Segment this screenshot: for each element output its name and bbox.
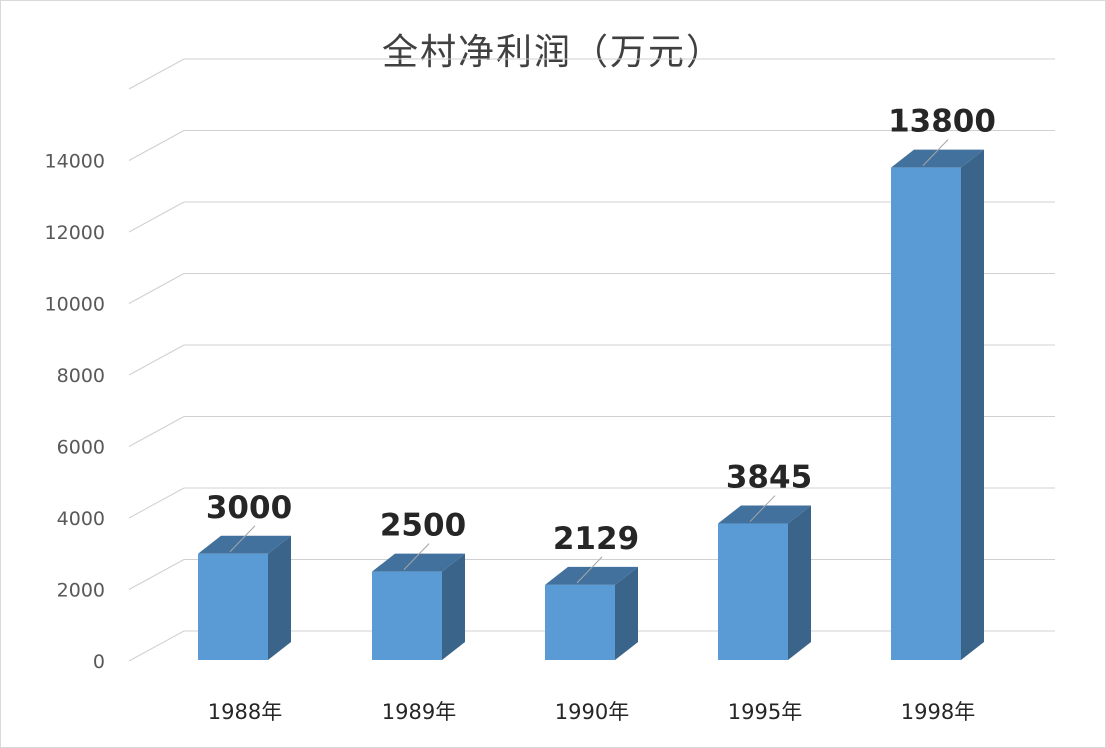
side-gridline xyxy=(128,273,185,304)
data-label: 2500 xyxy=(380,508,466,544)
side-gridline xyxy=(128,559,185,590)
y-tick-label: 14000 xyxy=(45,151,105,173)
bar xyxy=(891,167,961,660)
side-gridline xyxy=(128,416,185,447)
bar xyxy=(545,584,615,660)
x-tick-label: 1989年 xyxy=(382,700,456,724)
bar-top-face xyxy=(372,553,465,572)
data-label-leader xyxy=(229,525,256,553)
y-tick-label: 2000 xyxy=(57,580,105,602)
x-tick-label: 1988年 xyxy=(208,700,282,724)
data-label: 2129 xyxy=(553,521,639,557)
bar-side-face xyxy=(268,535,291,660)
bar-side-face xyxy=(961,149,984,660)
bar xyxy=(198,553,268,660)
y-tick-label: 0 xyxy=(93,651,105,673)
bar xyxy=(718,523,788,660)
data-label-leader xyxy=(922,139,949,166)
bar-top-face xyxy=(198,535,291,554)
side-gridline xyxy=(128,344,185,376)
data-label: 3845 xyxy=(726,460,812,496)
y-tick-label: 10000 xyxy=(45,294,105,316)
side-gridline xyxy=(128,201,185,233)
x-tick-label: 1990年 xyxy=(555,700,629,724)
data-label: 3000 xyxy=(206,490,292,526)
bar-side-face xyxy=(442,553,465,660)
data-label-leader xyxy=(403,543,430,570)
y-tick-label: 6000 xyxy=(57,437,105,459)
y-tick-label: 4000 xyxy=(57,508,105,530)
y-tick-label: 12000 xyxy=(45,222,105,244)
bar-side-face xyxy=(615,566,638,660)
bar-top-face xyxy=(891,149,984,168)
side-gridline xyxy=(128,487,185,519)
data-label-leader xyxy=(749,495,776,522)
side-gridline xyxy=(128,58,185,90)
side-gridline xyxy=(128,630,185,662)
x-tick-label: 1998年 xyxy=(901,700,975,724)
chart-title: 全村净利润（万元） xyxy=(381,32,724,73)
bar xyxy=(372,571,442,660)
bar-top-face xyxy=(718,505,811,524)
bar-top-face xyxy=(545,566,638,585)
side-gridline xyxy=(128,130,185,161)
data-label: 13800 xyxy=(888,104,996,140)
x-tick-label: 1995年 xyxy=(728,700,802,724)
bar-side-face xyxy=(788,505,811,660)
y-tick-label: 8000 xyxy=(57,365,105,387)
data-label-leader xyxy=(576,556,603,584)
